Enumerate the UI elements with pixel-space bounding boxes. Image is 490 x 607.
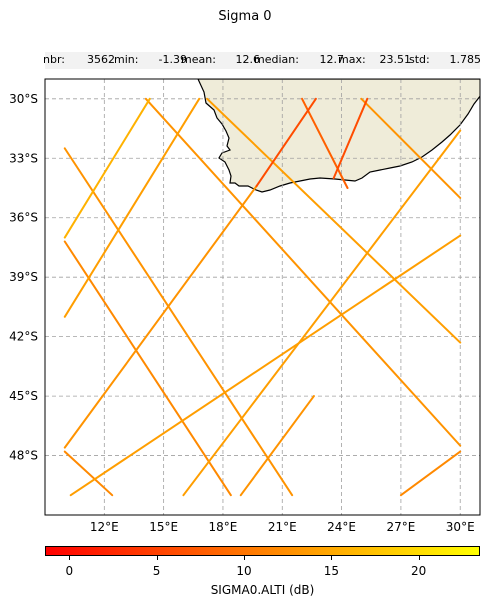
map-chart: 12°E 15°E 18°E 21°E 24°E 27°E 30°E 30°S 33°S 36°… (9, 78, 481, 534)
south-africa-land (197, 79, 480, 193)
land-layer (197, 79, 480, 193)
stat-label: min: (114, 53, 139, 66)
y-tick-label: 30°S (9, 92, 38, 106)
satellite-track (69, 234, 462, 497)
colorbar: 0 5 10 15 20 SIGMA0.ALTI (dB) (45, 546, 480, 597)
y-tick-label: 33°S (9, 151, 38, 165)
plot-frame (44, 78, 481, 516)
satellite-track (63, 147, 294, 497)
stat-label: nbr: (43, 53, 65, 66)
stat-value: 1.785 (449, 53, 482, 66)
stat-value: 23.51 (379, 53, 412, 66)
tracks-layer (63, 97, 462, 497)
colorbar-tick-mark (418, 556, 420, 560)
satellite-track (182, 129, 462, 497)
satellite-track (255, 97, 317, 188)
stat-value: -1.39 (158, 53, 187, 66)
stat-std: std: 1.785 (409, 53, 481, 66)
stats-bar: nbr: 3562 min: -1.39 mean: 12.6 median: … (43, 52, 481, 69)
satellite-track (63, 97, 151, 239)
satellite-track (144, 97, 462, 447)
satellite-track (206, 97, 462, 344)
colorbar-tick-label: 15 (323, 564, 339, 578)
x-tick-label: 12°E (90, 520, 119, 534)
y-tick-label: 42°S (9, 330, 38, 344)
y-tick-label: 45°S (9, 389, 38, 403)
colorbar-tick-mark (243, 556, 245, 560)
x-tick-label: 30°E (446, 520, 475, 534)
y-tick-label: 36°S (9, 211, 38, 225)
x-tick-label: 27°E (386, 520, 415, 534)
satellite-track (332, 97, 369, 180)
satellite-track (399, 450, 462, 497)
y-axis: 30°S 33°S 36°S 39°S 42°S 45°S 48°S (9, 92, 38, 463)
x-tick-label: 18°E (209, 520, 238, 534)
grid (45, 79, 480, 515)
stat-median: median: 12.7 (254, 53, 344, 66)
stat-nbr: nbr: 3562 (43, 53, 115, 66)
satellite-track (301, 97, 349, 189)
colorbar-tick-label: 10 (236, 564, 252, 578)
satellite-track (360, 97, 462, 199)
stat-label: max: (338, 53, 366, 66)
stat-mean: mean: 12.6 (181, 53, 260, 66)
stat-max: max: 23.51 (338, 53, 411, 66)
colorbar-tick-label: 5 (152, 564, 161, 578)
satellite-track (63, 185, 258, 449)
colorbar-tick-mark (69, 556, 71, 560)
x-axis: 12°E 15°E 18°E 21°E 24°E 27°E 30°E (90, 520, 475, 534)
stat-label: median: (254, 53, 299, 66)
colorbar-tick-label: 20 (411, 564, 427, 578)
colorbar-tick-mark (156, 556, 158, 560)
stat-label: mean: (181, 53, 216, 66)
stat-value: 12.6 (235, 53, 261, 66)
x-tick-label: 24°E (327, 520, 356, 534)
satellite-track (239, 395, 315, 497)
colorbar-tick-mark (331, 556, 333, 560)
satellite-track (63, 450, 114, 497)
colorbar-gradient (45, 546, 480, 556)
y-tick-label: 48°S (9, 449, 38, 463)
stat-min: min: -1.39 (114, 53, 187, 66)
stat-value: 3562 (87, 53, 115, 66)
x-tick-label: 15°E (149, 520, 178, 534)
x-tick-label: 21°E (268, 520, 297, 534)
stat-label: std: (409, 53, 430, 66)
chart-title: Sigma 0 (218, 9, 272, 24)
stat-value: 12.7 (319, 53, 345, 66)
colorbar-tick-label: 0 (65, 564, 74, 578)
y-tick-label: 39°S (9, 270, 38, 284)
satellite-track (63, 240, 232, 497)
satellite-track (63, 97, 201, 318)
colorbar-label: SIGMA0.ALTI (dB) (210, 583, 315, 597)
